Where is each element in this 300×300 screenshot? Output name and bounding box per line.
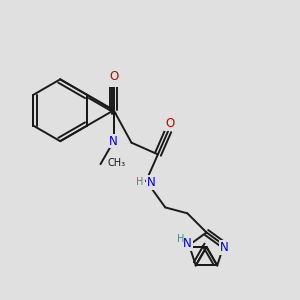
Text: N: N	[110, 73, 118, 86]
Text: N: N	[183, 237, 192, 250]
Text: CH₃: CH₃	[108, 158, 126, 168]
Text: O: O	[165, 117, 174, 130]
Text: N: N	[110, 135, 118, 148]
Text: N: N	[147, 176, 156, 189]
Text: N: N	[220, 241, 229, 254]
Text: H: H	[136, 177, 143, 188]
Text: H: H	[177, 234, 184, 244]
Text: O: O	[109, 70, 119, 83]
